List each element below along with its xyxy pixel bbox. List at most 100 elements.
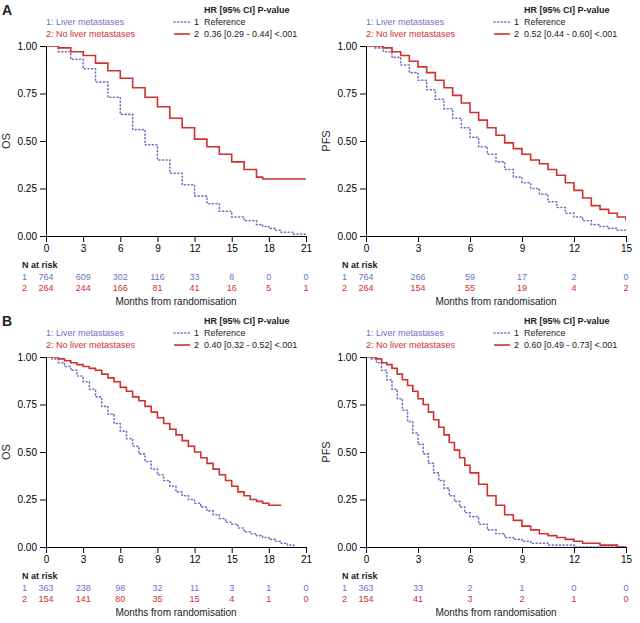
- risk-count: 33: [413, 583, 423, 593]
- x-tick-label: 9: [155, 554, 161, 565]
- y-tick-mark: [40, 46, 46, 47]
- x-tick: 12: [569, 236, 581, 254]
- legend-entry: 2: No liver metastases: [46, 340, 136, 350]
- x-tick-mark: [83, 547, 84, 553]
- x-tick: 3: [81, 236, 87, 254]
- x-tick-label: 6: [118, 243, 124, 254]
- x-tick-label: 9: [520, 243, 526, 254]
- risk-count: 3: [229, 583, 234, 593]
- x-axis-title: Months from randomisation: [115, 296, 236, 307]
- x-tick-mark: [195, 236, 196, 242]
- legend-swatch: [174, 33, 190, 35]
- x-tick: 15: [227, 547, 239, 565]
- legend: HR [95% CI] P-value1: Liver metastases1R…: [366, 5, 617, 39]
- x-tick-label: 3: [416, 554, 422, 565]
- y-axis-line: [360, 47, 367, 237]
- legend: HR [95% CI] P-value1: Liver metastases1R…: [46, 5, 297, 39]
- y-tick-label: 0.50: [338, 447, 358, 458]
- y-tick-mark: [360, 236, 366, 237]
- risk-count: 264: [38, 283, 53, 293]
- legend-hr: 0.40 [0.32 - 0.52] <.001: [204, 340, 297, 350]
- y-tick-mark: [360, 500, 366, 501]
- y-tick: 1.00: [338, 41, 366, 52]
- legend-title: HR [95% CI] P-value: [204, 5, 290, 15]
- y-tick: 0.50: [338, 447, 366, 458]
- risk-count: 98: [115, 583, 125, 593]
- survival-curve: [46, 357, 294, 547]
- risk-count: 0: [623, 583, 628, 593]
- x-tick: 9: [520, 236, 526, 254]
- legend: HR [95% CI] P-value1: Liver metastases1R…: [46, 316, 297, 350]
- x-tick-mark: [157, 236, 158, 242]
- x-axis-line: [367, 548, 627, 554]
- legend-index: 1: [194, 17, 199, 27]
- risk-count: 2: [519, 594, 524, 604]
- x-axis: 03691215: [364, 547, 633, 565]
- x-tick-label: 18: [264, 554, 276, 565]
- risk-count: 363: [358, 583, 373, 593]
- x-tick-mark: [269, 236, 270, 242]
- legend-swatch: [174, 332, 190, 334]
- chart-svg: 0369121518210.000.250.500.751.00AOSHR [9…: [0, 0, 640, 623]
- x-tick-mark: [195, 547, 196, 553]
- risk-count: 81: [152, 283, 162, 293]
- legend-title: HR [95% CI] P-value: [204, 316, 290, 326]
- curves: [46, 46, 306, 234]
- y-axis-title: OS: [0, 133, 12, 149]
- x-tick-mark: [470, 547, 471, 553]
- risk-count: 363: [38, 583, 53, 593]
- y-tick-label: 0.00: [338, 231, 358, 242]
- y-tick-mark: [40, 94, 46, 95]
- y-tick-mark: [360, 94, 366, 95]
- x-tick: 6: [468, 236, 474, 254]
- legend-swatch: [174, 21, 190, 23]
- risk-count: 1: [266, 594, 271, 604]
- legend-index: 1: [514, 17, 519, 27]
- y-tick: 0.50: [18, 136, 46, 147]
- risk-table: N at risk1764609302116338002264244166814…: [22, 260, 309, 293]
- y-tick-label: 0.25: [338, 183, 358, 194]
- risk-count: 11: [190, 583, 199, 593]
- risk-count: 59: [465, 272, 475, 282]
- legend-entry: 1: Liver metastases: [366, 17, 445, 27]
- x-tick-mark: [418, 547, 419, 553]
- panel: 036912150.000.250.500.751.00PFSHR [95% C…: [320, 5, 632, 307]
- y-tick-label: 0.25: [18, 494, 38, 505]
- x-tick: 18: [264, 236, 276, 254]
- y-tick-mark: [360, 547, 366, 548]
- survival-curve: [366, 46, 626, 232]
- risk-count: 264: [358, 283, 373, 293]
- y-tick: 0.50: [338, 136, 366, 147]
- risk-count: 1: [519, 583, 524, 593]
- x-tick-label: 3: [81, 554, 87, 565]
- x-axis: 03691215: [364, 236, 633, 254]
- x-tick-label: 0: [44, 554, 50, 565]
- y-tick-label: 0.75: [18, 399, 38, 410]
- x-tick-mark: [574, 236, 575, 242]
- legend-entry: 2: No liver metastases: [46, 29, 136, 39]
- y-tick-label: 0.75: [18, 88, 38, 99]
- legend-swatch: [494, 344, 510, 346]
- x-tick-label: 12: [569, 554, 581, 565]
- risk-row-label: 2: [342, 283, 347, 293]
- risk-count: 238: [76, 583, 91, 593]
- risk-count: 1: [266, 583, 271, 593]
- x-tick-label: 0: [364, 554, 370, 565]
- x-axis-line: [47, 548, 307, 554]
- y-tick-label: 0.75: [338, 399, 358, 410]
- risk-count: 55: [465, 283, 475, 293]
- y-tick-label: 0.00: [338, 542, 358, 553]
- panel: 0369121518210.000.250.500.751.00AOSHR [9…: [0, 2, 312, 307]
- curves: [366, 46, 626, 232]
- x-tick: 9: [155, 236, 161, 254]
- x-tick: 6: [468, 547, 474, 565]
- risk-count: 141: [76, 594, 91, 604]
- x-tick-label: 15: [227, 243, 239, 254]
- risk-count: 41: [190, 283, 200, 293]
- risk-count: 302: [113, 272, 128, 282]
- y-tick: 0.75: [18, 88, 46, 99]
- risk-count: 166: [113, 283, 128, 293]
- x-tick: 0: [44, 547, 50, 565]
- y-tick-mark: [40, 452, 46, 453]
- y-axis: 0.000.250.500.751.00: [338, 352, 367, 553]
